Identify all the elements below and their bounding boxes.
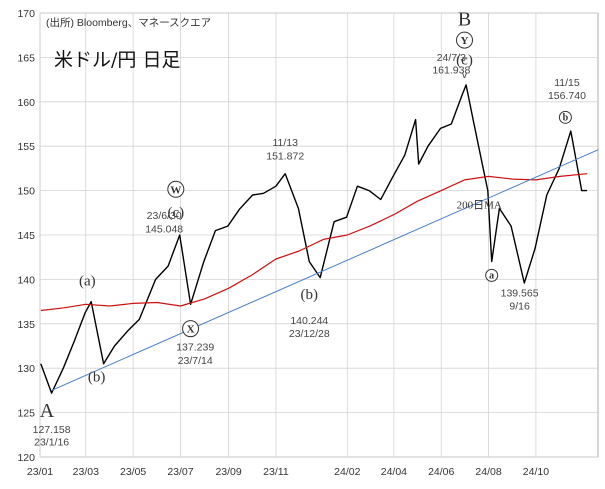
ma-legend-label: 200日MA xyxy=(457,199,502,211)
data-label: 156.740 xyxy=(548,90,586,102)
y-tick-label: 130 xyxy=(17,363,35,375)
y-tick-label: 125 xyxy=(17,408,35,420)
y-tick-label: 120 xyxy=(17,452,35,464)
x-tick-label: 23/09 xyxy=(215,466,241,478)
wave-circle-marker xyxy=(558,110,572,124)
wave-circle-marker xyxy=(167,180,185,198)
data-label: 23/7/14 xyxy=(178,355,213,367)
y-tick-label: 150 xyxy=(17,186,35,198)
x-tick-label: 24/06 xyxy=(428,466,454,478)
wave-circle-label: Y xyxy=(461,35,469,47)
data-label: 24/7/3 xyxy=(437,52,466,64)
wave-circle-label: W xyxy=(170,184,181,196)
x-tick-label: 23/11 xyxy=(263,466,289,478)
y-tick-label: 160 xyxy=(17,97,35,109)
x-tick-label: 24/08 xyxy=(475,466,501,478)
source-note: (出所) Bloomberg、マネースクエア xyxy=(46,16,211,29)
wave-label: (c) xyxy=(167,205,184,221)
wave-circle-marker xyxy=(456,31,474,49)
wave-circle-label: a xyxy=(489,270,494,281)
wave-label: (a) xyxy=(79,274,96,290)
x-axis: 23/01 23/03 23/05 23/07 23/09 23/11 24/02 24/04… xyxy=(27,466,549,478)
data-label: 23/1/16 xyxy=(34,436,69,448)
data-label: 140.244 xyxy=(290,315,328,327)
data-label: 11/13 xyxy=(272,137,298,149)
data-label: 145.048 xyxy=(145,223,183,235)
x-tick-label: 23/07 xyxy=(167,466,193,478)
chart-title: 米ドル/円 日足 xyxy=(54,49,180,71)
series-layer xyxy=(40,84,599,394)
x-tick-label: 23/01 xyxy=(27,466,53,478)
wave-circle-label: b xyxy=(563,112,569,123)
y-tick-label: 145 xyxy=(17,230,35,242)
wave-label: A xyxy=(40,400,55,422)
price-line xyxy=(40,84,588,394)
data-label: 23/12/28 xyxy=(289,328,330,340)
data-label: 23/6/30 xyxy=(147,210,182,222)
data-label: 139.565 xyxy=(501,287,539,299)
wave-label: (b) xyxy=(88,370,106,386)
y-tick-label: 140 xyxy=(17,274,35,286)
x-tick-label: 24/10 xyxy=(523,466,549,478)
wave-circle-label: X xyxy=(187,324,195,336)
ma200-line xyxy=(40,173,588,312)
wave-circle-marker xyxy=(485,268,499,282)
data-label: v xyxy=(462,69,468,81)
trend-line xyxy=(51,149,599,391)
data-label: 151.872 xyxy=(266,151,304,163)
wave-circle-marker xyxy=(182,320,200,338)
y-tick-label: 135 xyxy=(17,319,35,331)
data-label: 127.158 xyxy=(33,424,71,436)
wave-label: (c) xyxy=(456,53,473,69)
y-axis: 120 125 130 135 140 145 150 155 160 165 170 xyxy=(17,8,35,464)
x-tick-label: 24/04 xyxy=(381,466,407,478)
data-label: 161.938 xyxy=(432,64,470,76)
grid-lines xyxy=(39,12,599,458)
y-tick-label: 170 xyxy=(17,8,35,20)
wave-label: (b) xyxy=(301,287,319,303)
data-label: 9/16 xyxy=(509,301,530,313)
y-tick-label: 155 xyxy=(17,141,35,153)
wave-label: B xyxy=(458,8,471,30)
x-tick-label: 24/02 xyxy=(334,466,360,478)
x-tick-label: 23/05 xyxy=(120,466,146,478)
data-label: 11/15 xyxy=(554,77,580,89)
y-tick-label: 165 xyxy=(17,52,35,64)
x-tick-label: 23/03 xyxy=(73,466,99,478)
data-label: 137.239 xyxy=(176,341,214,353)
